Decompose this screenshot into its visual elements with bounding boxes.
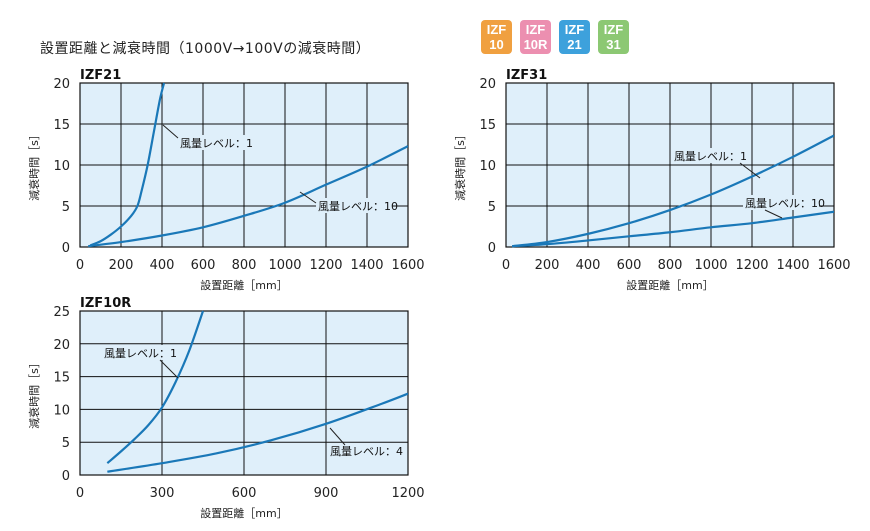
y-tick-label: 5	[488, 200, 496, 215]
series-line	[106, 310, 205, 465]
x-tick-label: 1200	[391, 486, 424, 501]
x-tick-label: 1600	[391, 258, 424, 273]
y-tick-label: 0	[62, 241, 70, 256]
y-tick-label: 0	[62, 469, 70, 484]
y-tick-label: 15	[479, 118, 496, 133]
x-tick-label: 1600	[817, 258, 850, 273]
x-tick-label: 1200	[309, 258, 342, 273]
legend-badge-number: 10	[489, 37, 504, 52]
series-label-background	[102, 345, 169, 360]
x-tick-label: 0	[76, 258, 84, 273]
series-label: 風量レベル：1	[104, 347, 177, 360]
x-tick-label: 200	[109, 258, 134, 273]
legend-badge-number: 10R	[523, 37, 548, 52]
x-tick-label: 400	[576, 258, 601, 273]
series-label-background	[743, 195, 819, 210]
legend-badge-number: 31	[606, 37, 621, 52]
y-axis-label: 減衰時間［s］	[27, 129, 41, 201]
x-tick-label: 300	[150, 486, 175, 501]
y-tick-label: 15	[53, 371, 70, 386]
legend-badge-model: IZF	[564, 22, 585, 37]
plot-frame	[79, 82, 409, 248]
x-tick-label: 800	[658, 258, 683, 273]
plot-frame	[505, 82, 835, 248]
x-tick-label: 1400	[350, 258, 383, 273]
legend-badge-izf10r: IZF 10R	[520, 20, 551, 54]
y-tick-label: 5	[62, 436, 70, 451]
series-line	[89, 82, 166, 247]
x-axis-label: 設置距離［mm］	[200, 506, 287, 520]
series-label-leader	[159, 359, 179, 379]
x-tick-label: 900	[314, 486, 339, 501]
y-tick-label: 10	[53, 159, 70, 174]
x-tick-label: 1400	[776, 258, 809, 273]
legend-badge-izf31: IZF 31	[598, 20, 629, 54]
series-label-background	[672, 148, 739, 163]
series-label-leader	[739, 162, 761, 179]
series-label: 風量レベル：1	[180, 137, 253, 150]
series-label-leader	[764, 209, 783, 219]
legend-badge-model: IZF	[486, 22, 507, 37]
y-tick-label: 15	[53, 118, 70, 133]
series-label-leader	[162, 124, 179, 139]
x-tick-label: 600	[617, 258, 642, 273]
x-tick-label: 200	[535, 258, 560, 273]
series-label: 風量レベル：10	[745, 197, 825, 210]
series-line	[88, 145, 408, 248]
series-label-leader	[299, 191, 317, 204]
y-axis-label: 減衰時間［s］	[27, 357, 41, 429]
y-axis-label: 減衰時間［s］	[453, 129, 467, 201]
chart-title: IZF31	[506, 68, 547, 83]
x-tick-label: 0	[502, 258, 510, 273]
series-label-background	[328, 443, 395, 458]
series-label-background	[178, 135, 245, 150]
legend-badge-number: 21	[567, 37, 582, 52]
page-title: 設置距離と減衰時間（1000V→100Vの減衰時間）	[40, 41, 371, 57]
series-line	[512, 210, 834, 248]
series-label: 風量レベル：10	[318, 200, 398, 213]
y-tick-label: 0	[488, 241, 496, 256]
series-line	[107, 392, 408, 473]
legend-badge-model: IZF	[525, 22, 546, 37]
x-axis-label: 設置距離［mm］	[626, 278, 713, 292]
chart-title: IZF21	[80, 68, 121, 83]
plot-frame	[79, 310, 409, 476]
series-label-leader	[329, 427, 346, 446]
x-tick-label: 400	[150, 258, 175, 273]
x-axis-label: 設置距離［mm］	[200, 278, 287, 292]
series-label: 風量レベル：1	[674, 150, 747, 163]
y-tick-label: 10	[53, 403, 70, 418]
x-tick-label: 600	[191, 258, 216, 273]
legend-badge-izf10: IZF 10	[481, 20, 512, 54]
x-tick-label: 0	[76, 486, 84, 501]
chart-title: IZF10R	[80, 296, 131, 311]
x-tick-label: 600	[232, 486, 257, 501]
x-tick-label: 1000	[694, 258, 727, 273]
y-tick-label: 25	[53, 305, 70, 320]
y-tick-label: 20	[53, 77, 70, 92]
legend-badge-izf21: IZF 21	[559, 20, 590, 54]
y-tick-label: 10	[479, 159, 496, 174]
y-tick-label: 20	[53, 338, 70, 353]
x-tick-label: 1000	[268, 258, 301, 273]
series-label-background	[316, 198, 392, 213]
legend-badge-model: IZF	[603, 22, 624, 37]
series-line	[512, 134, 834, 248]
series-label: 風量レベル：4	[330, 445, 403, 458]
y-tick-label: 20	[479, 77, 496, 92]
x-tick-label: 800	[232, 258, 257, 273]
x-tick-label: 1200	[735, 258, 768, 273]
y-tick-label: 5	[62, 200, 70, 215]
